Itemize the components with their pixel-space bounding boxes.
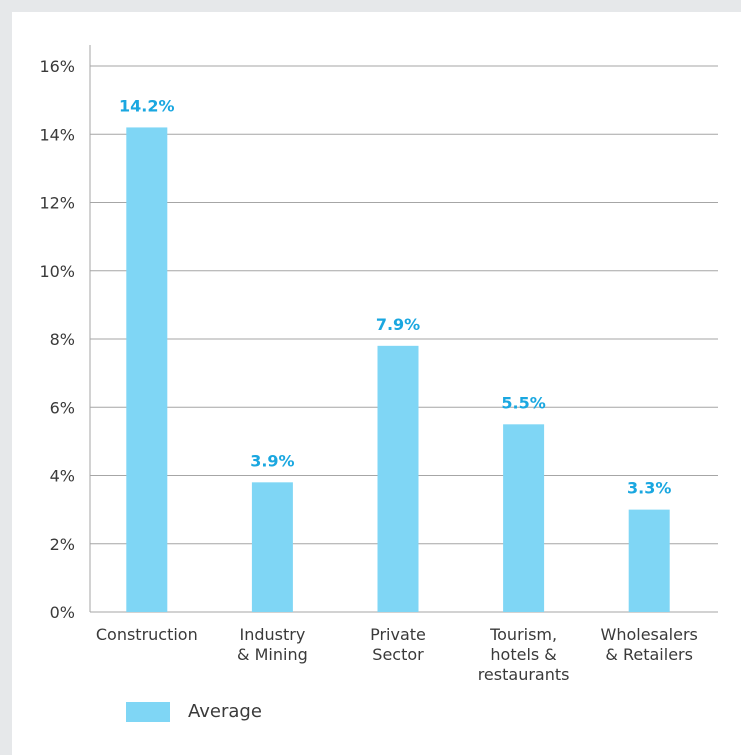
y-tick-label: 10% [39, 262, 75, 281]
y-tick-label: 8% [50, 330, 75, 349]
category-label: Tourism, [489, 625, 557, 644]
bar [126, 127, 168, 613]
data-label: 3.9% [250, 451, 294, 470]
category-label: & Retailers [605, 645, 693, 664]
bar [628, 509, 670, 612]
data-label: 5.5% [501, 393, 545, 412]
y-tick-label: 6% [50, 398, 75, 417]
legend-swatch [126, 701, 170, 722]
category-label: Construction [96, 625, 198, 644]
bar [503, 424, 545, 612]
category-label: restaurants [478, 665, 570, 684]
data-label: 3.3% [627, 479, 671, 498]
y-axis-ticks: 0% 2% 4% 6% 8% 10% 12% 14% 16% [39, 57, 75, 622]
legend: Average [126, 701, 262, 722]
category-label: Wholesalers [601, 625, 698, 644]
data-label: 7.9% [376, 315, 420, 334]
bars [126, 127, 670, 613]
category-label: & Mining [237, 645, 308, 664]
data-labels: 14.2% 3.9% 7.9% 5.5% 3.3% [119, 96, 671, 497]
legend-label-average: Average [188, 701, 262, 722]
data-label: 14.2% [119, 96, 175, 115]
bar [377, 345, 419, 612]
category-label: hotels & [490, 645, 556, 664]
bar [251, 482, 293, 612]
y-tick-label: 12% [39, 194, 75, 213]
y-tick-label: 4% [50, 467, 75, 486]
y-tick-label: 16% [39, 57, 75, 76]
category-labels: Construction Industry& Mining PrivateSecto… [96, 625, 698, 684]
category-label: Private [370, 625, 426, 644]
category-label: Sector [372, 645, 424, 664]
y-tick-label: 2% [50, 535, 75, 554]
y-tick-label: 14% [39, 125, 75, 144]
y-tick-label: 0% [50, 603, 75, 622]
category-label: Industry [239, 625, 305, 644]
